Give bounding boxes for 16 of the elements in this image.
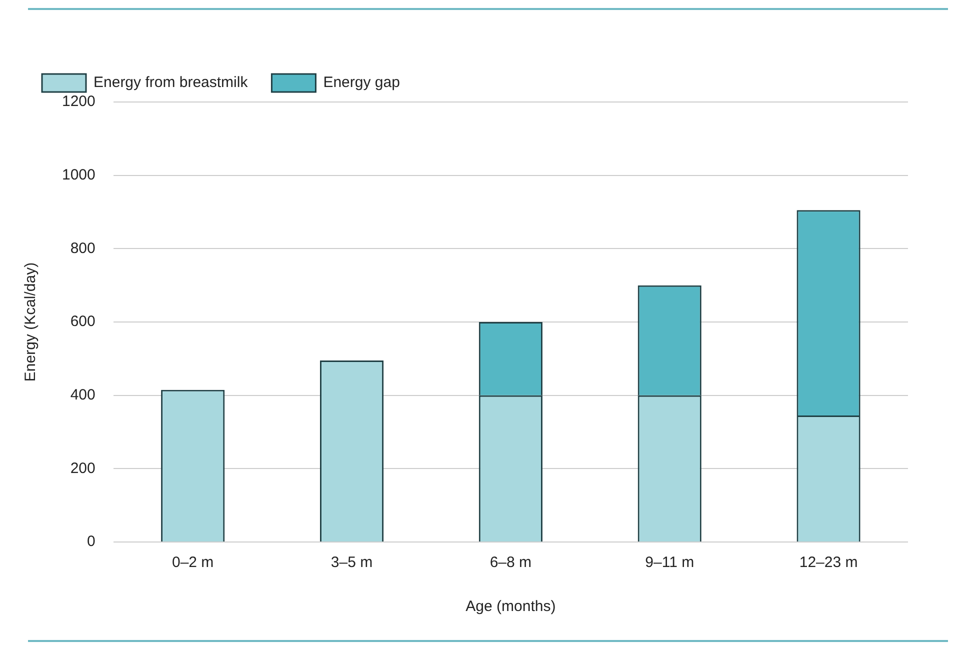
x-tick-label: 9–11 m bbox=[645, 554, 694, 572]
y-tick-label: 200 bbox=[70, 460, 96, 477]
x-tick-label: 3–5 m bbox=[330, 554, 373, 572]
y-tick-label: 600 bbox=[70, 313, 96, 330]
y-axis-title: Energy (Kcal/day) bbox=[22, 262, 40, 382]
y-tick-label: 400 bbox=[70, 386, 96, 404]
y-tick-label: 0 bbox=[87, 533, 96, 550]
x-axis-title: Age (months) bbox=[466, 598, 556, 616]
x-tick-label: 0–2 m bbox=[172, 554, 214, 572]
y-tick-label: 1000 bbox=[62, 166, 96, 184]
x-tick-label: 6–8 m bbox=[490, 554, 532, 572]
x-tick-label: 12–23 m bbox=[799, 554, 858, 572]
y-tick-label: 1200 bbox=[62, 93, 96, 110]
legend-label: Energy from breastmilk bbox=[94, 74, 248, 92]
y-tick-label: 800 bbox=[70, 240, 96, 257]
legend-label: Energy gap bbox=[323, 74, 400, 92]
